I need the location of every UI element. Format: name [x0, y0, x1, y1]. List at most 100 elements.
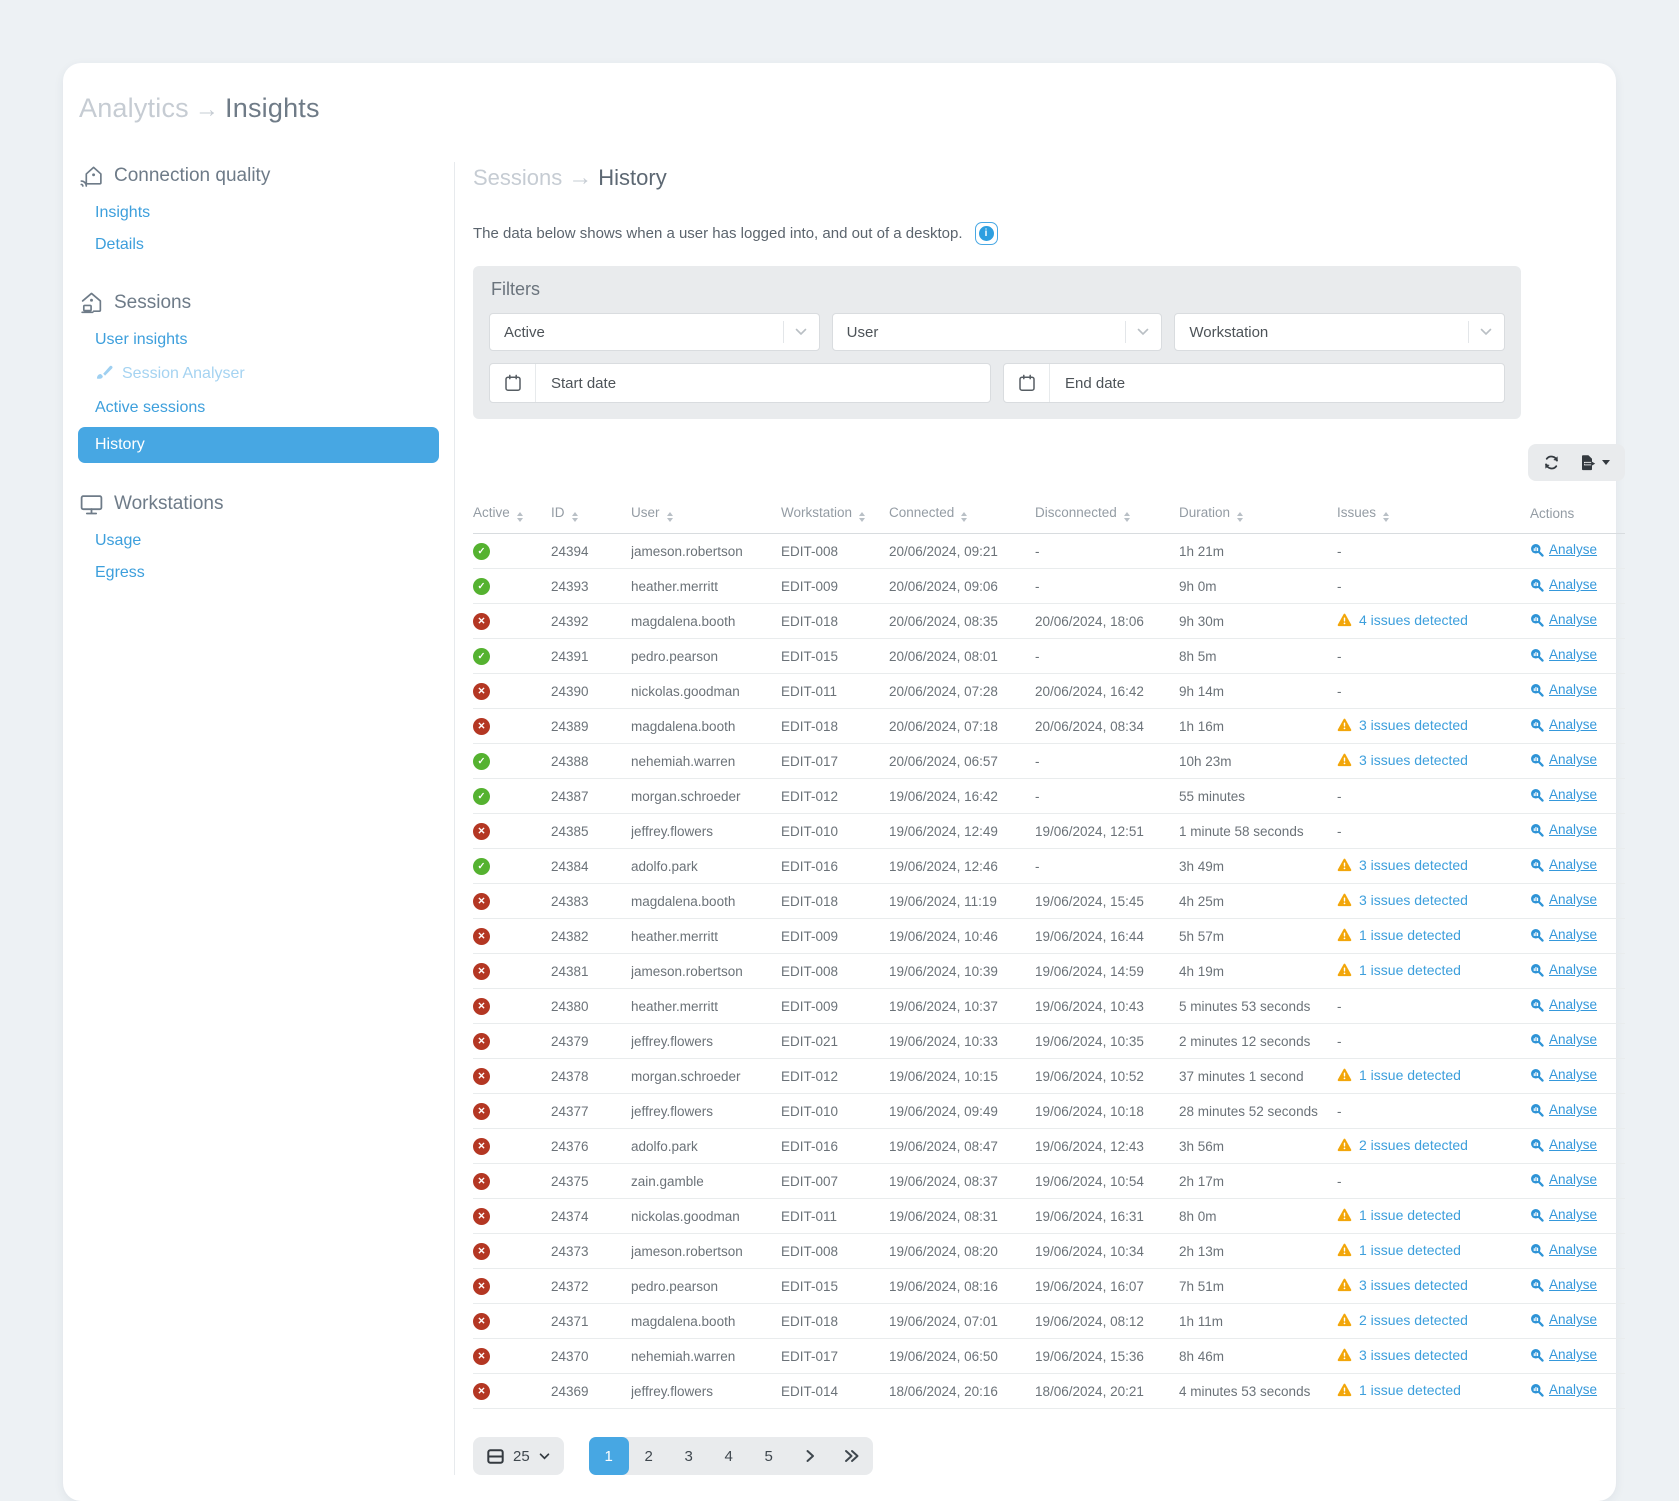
- sidebar-item-usage[interactable]: Usage: [95, 532, 142, 549]
- analyse-link[interactable]: Analyse: [1530, 1382, 1597, 1397]
- cell-connected: 20/06/2024, 09:21: [889, 533, 1035, 569]
- breadcrumb-parent[interactable]: Sessions: [473, 165, 563, 190]
- breadcrumb-parent[interactable]: Analytics: [79, 93, 189, 123]
- analyse-link[interactable]: Analyse: [1530, 577, 1597, 592]
- end-date-input[interactable]: End date: [1003, 363, 1505, 403]
- issues-link[interactable]: 1 issue detected: [1337, 1242, 1461, 1258]
- cell-duration: 9h 0m: [1179, 568, 1337, 604]
- issues-link[interactable]: 1 issue detected: [1337, 1207, 1461, 1223]
- issues-link[interactable]: 1 issue detected: [1337, 1382, 1461, 1398]
- analyse-link[interactable]: Analyse: [1530, 1277, 1597, 1292]
- user-filter-select[interactable]: User: [831, 313, 1163, 351]
- magnifier-icon: [1531, 788, 1544, 802]
- page-button-2[interactable]: 2: [629, 1437, 669, 1475]
- issues-link[interactable]: 1 issue detected: [1337, 927, 1461, 943]
- breadcrumb-current: History: [598, 165, 667, 190]
- table-toolbar: [473, 444, 1625, 481]
- active-filter-select[interactable]: Active: [489, 313, 820, 351]
- cell-user: heather.merritt: [631, 568, 781, 604]
- page-button-1[interactable]: 1: [588, 1437, 629, 1475]
- column-header-user[interactable]: User: [631, 497, 781, 534]
- column-header-active[interactable]: Active: [473, 497, 551, 534]
- last-page-button[interactable]: [831, 1437, 873, 1475]
- active-status-icon: ✓: [473, 543, 490, 560]
- column-header-issues[interactable]: Issues: [1337, 497, 1530, 534]
- analyse-link[interactable]: Analyse: [1530, 1102, 1597, 1117]
- export-button[interactable]: [1579, 454, 1610, 471]
- issues-link[interactable]: 1 issue detected: [1337, 1067, 1461, 1083]
- issues-link[interactable]: 3 issues detected: [1337, 717, 1468, 733]
- sidebar-item-active-sessions[interactable]: Active sessions: [95, 399, 206, 416]
- sidebar-item-insights[interactable]: Insights: [95, 204, 151, 221]
- cell-id: 24383: [551, 883, 631, 919]
- inactive-status-icon: ✕: [473, 963, 490, 980]
- analyse-link[interactable]: Analyse: [1530, 717, 1597, 732]
- issues-link[interactable]: 3 issues detected: [1337, 1277, 1468, 1293]
- cell-connected: 20/06/2024, 08:01: [889, 638, 1035, 674]
- analyse-link[interactable]: Analyse: [1530, 822, 1597, 837]
- analyse-link[interactable]: Analyse: [1530, 892, 1597, 907]
- sidebar-item-user-insights[interactable]: User insights: [95, 331, 188, 348]
- sidebar-item-egress[interactable]: Egress: [95, 564, 145, 581]
- workstation-filter-select[interactable]: Workstation: [1174, 313, 1506, 351]
- analyse-link[interactable]: Analyse: [1530, 1137, 1597, 1152]
- analyse-link[interactable]: Analyse: [1530, 682, 1597, 697]
- analyse-link[interactable]: Analyse: [1530, 1032, 1597, 1047]
- issues-link[interactable]: 3 issues detected: [1337, 752, 1468, 768]
- main-card: Analytics → Insights Connection quality: [63, 63, 1625, 1501]
- analyse-link[interactable]: Analyse: [1530, 997, 1597, 1012]
- analyse-link[interactable]: Analyse: [1530, 1172, 1597, 1187]
- sidebar-item-session-analyser[interactable]: Session Analyser: [95, 356, 439, 392]
- analyse-link[interactable]: Analyse: [1530, 1312, 1597, 1327]
- active-status-icon: ✓: [473, 858, 490, 875]
- cell-workstation: EDIT-009: [781, 918, 889, 954]
- issues-link[interactable]: 3 issues detected: [1337, 857, 1468, 873]
- cell-issues: -: [1337, 1023, 1530, 1059]
- issues-link[interactable]: 2 issues detected: [1337, 1312, 1468, 1328]
- analyse-link[interactable]: Analyse: [1530, 962, 1597, 977]
- page-button-4[interactable]: 4: [709, 1437, 749, 1475]
- cell-disconnected: -: [1035, 568, 1179, 604]
- cell-connected: 19/06/2024, 16:42: [889, 778, 1035, 814]
- issues-link[interactable]: 4 issues detected: [1337, 612, 1468, 628]
- column-header-id[interactable]: ID: [551, 497, 631, 534]
- cell-disconnected: 19/06/2024, 10:52: [1035, 1058, 1179, 1094]
- issues-link[interactable]: 1 issue detected: [1337, 962, 1461, 978]
- analyse-link[interactable]: Analyse: [1530, 752, 1597, 767]
- column-header-workstation[interactable]: Workstation: [781, 497, 889, 534]
- analyse-link[interactable]: Analyse: [1530, 1347, 1597, 1362]
- sidebar-item-details[interactable]: Details: [95, 236, 144, 253]
- analyse-link[interactable]: Analyse: [1530, 542, 1597, 557]
- analyse-link[interactable]: Analyse: [1530, 857, 1597, 872]
- page-size-selector[interactable]: 25: [473, 1437, 564, 1475]
- column-header-duration[interactable]: Duration: [1179, 497, 1337, 534]
- refresh-button[interactable]: [1543, 454, 1560, 471]
- start-date-input[interactable]: Start date: [489, 363, 991, 403]
- analyse-link[interactable]: Analyse: [1530, 927, 1597, 942]
- analyse-link[interactable]: Analyse: [1530, 1207, 1597, 1222]
- cell-actions: Analyse: [1530, 918, 1625, 954]
- cell-user: jeffrey.flowers: [631, 1373, 781, 1409]
- sidebar-item-history[interactable]: History: [78, 427, 439, 463]
- issues-link[interactable]: 3 issues detected: [1337, 892, 1468, 908]
- analyse-link[interactable]: Analyse: [1530, 612, 1597, 627]
- issues-link[interactable]: 3 issues detected: [1337, 1347, 1468, 1363]
- info-icon[interactable]: i: [974, 222, 998, 245]
- analyse-link[interactable]: Analyse: [1530, 647, 1597, 662]
- cell-active: ✓: [473, 778, 551, 814]
- sort-icon: [1237, 512, 1244, 522]
- cell-user: nehemiah.warren: [631, 743, 781, 779]
- column-header-disconnected[interactable]: Disconnected: [1035, 497, 1179, 534]
- table-row: ✕ 24372 pedro.pearson EDIT-015 19/06/202…: [473, 1268, 1625, 1304]
- magnifier-icon: [1531, 998, 1544, 1012]
- next-page-button[interactable]: [789, 1437, 831, 1475]
- issues-link[interactable]: 2 issues detected: [1337, 1137, 1468, 1153]
- column-header-connected[interactable]: Connected: [889, 497, 1035, 534]
- analyse-link[interactable]: Analyse: [1530, 787, 1597, 802]
- cell-user: heather.merritt: [631, 918, 781, 954]
- page-button-5[interactable]: 5: [749, 1437, 789, 1475]
- page-button-3[interactable]: 3: [669, 1437, 709, 1475]
- analyse-link[interactable]: Analyse: [1530, 1067, 1597, 1082]
- cell-user: jameson.robertson: [631, 1233, 781, 1269]
- analyse-link[interactable]: Analyse: [1530, 1242, 1597, 1257]
